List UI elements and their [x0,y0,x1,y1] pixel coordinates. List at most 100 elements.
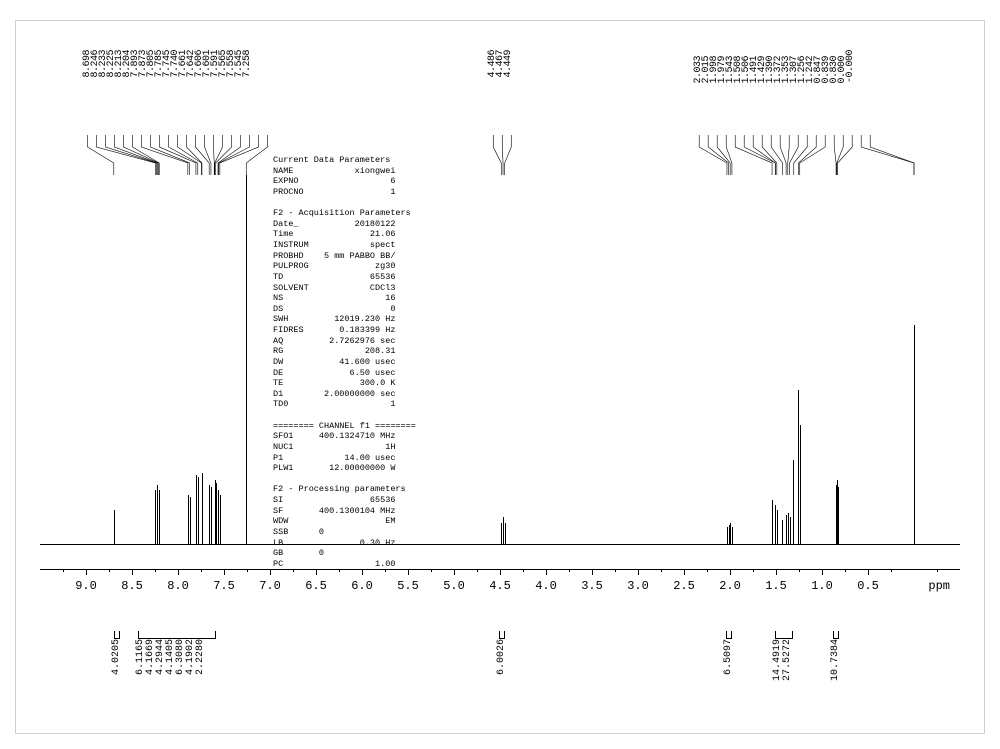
peak [793,460,794,545]
tick-label: 6.0 [351,579,373,593]
integral-label: 10.7384 [831,639,841,691]
minor-tick [799,569,800,572]
peak [790,517,791,545]
peak [218,490,219,545]
minor-tick [339,569,340,572]
tick [638,569,639,575]
tick-label: 1.0 [811,579,833,593]
tick [270,569,271,575]
minor-tick [431,569,432,572]
tick [730,569,731,575]
peak-label: -0.000 [846,50,856,83]
peak-label-group-1: 8.6988.2468.2338.2258.2138.2047.8937.873… [84,50,252,78]
peak [159,490,160,545]
tick-label: 7.0 [259,579,281,593]
tick-label: 5.0 [443,579,465,593]
peak [838,487,839,545]
tick-label: 8.0 [167,579,189,593]
minor-tick [293,569,294,572]
peak [772,500,773,545]
minor-tick [845,569,846,572]
minor-tick [615,569,616,572]
integral-bracket [114,631,120,639]
minor-tick [201,569,202,572]
minor-tick [707,569,708,572]
integral-label: 6.0026 [497,639,507,685]
tick-label: 2.5 [673,579,695,593]
minor-tick [109,569,110,572]
peak [727,527,728,545]
integral-label: 4.0205 [112,639,122,685]
peak [501,523,502,545]
tick [86,569,87,575]
parameters-panel: Current Data Parameters NAME xiongwei EX… [273,155,473,569]
peak [914,325,915,545]
peak-labels-region: 8.6988.2468.2338.2258.2138.2047.8937.873… [40,50,960,140]
integral-bracket [726,631,732,639]
spectrum-plot [40,175,960,545]
peak [196,475,197,545]
peak [202,473,203,545]
tick [776,569,777,575]
tick-label: 3.0 [627,579,649,593]
peak [188,495,189,545]
tick [408,569,409,575]
integral-label: 2.2280 [196,639,206,685]
tick-label: 5.5 [397,579,419,593]
tick [316,569,317,575]
tick [546,569,547,575]
tick-label: 9.0 [75,579,97,593]
minor-tick [477,569,478,572]
tick [178,569,179,575]
peak [782,520,783,545]
peak [157,485,158,545]
peak-label-group-3: 2.0332.0151.9981.9791.5431.5081.5061.491… [695,50,855,83]
tick-label: 7.5 [213,579,235,593]
integral-group: 10.7384 [831,639,841,691]
integral-group: 14.491927.5272 [773,639,793,691]
integral-group: 6.11654.16694.29444.14056.30804.19022.22… [136,639,206,685]
integral-bracket [499,631,505,639]
tick-label: 4.0 [535,579,557,593]
peak [209,485,210,545]
integral-label: 27.5272 [783,639,793,691]
minor-tick [523,569,524,572]
peak [216,483,217,545]
tick-label: 4.5 [489,579,511,593]
peak [190,497,191,545]
minor-tick [247,569,248,572]
peak [114,510,115,545]
peak [211,487,212,545]
tick [500,569,501,575]
minor-tick [661,569,662,572]
tick [454,569,455,575]
x-axis: 9.08.58.07.57.06.56.05.55.04.54.03.53.02… [40,569,960,599]
peak-label: 7.258 [243,50,253,78]
tick-label: 2.0 [719,579,741,593]
tick-label: 3.5 [581,579,603,593]
integral-label: 6.5097 [724,639,734,685]
tick [822,569,823,575]
peak-label-group-2: 4.4864.4674.449 [489,50,513,78]
peak-label: 4.449 [504,50,514,78]
minor-tick [891,569,892,572]
peak [786,515,787,545]
peak [788,513,789,545]
integral-group: 6.0026 [497,639,507,685]
tick [684,569,685,575]
integral-bracket [833,631,839,639]
minor-tick [63,569,64,572]
peak [503,517,504,545]
tick [868,569,869,575]
tick-label: 1.5 [765,579,787,593]
integral-bracket [775,631,793,639]
peak [246,175,247,545]
peak [220,495,221,545]
minor-tick [569,569,570,572]
tick [362,569,363,575]
integral-group: 4.0205 [112,639,122,685]
minor-tick [155,569,156,572]
tick-label: 0.5 [857,579,879,593]
peak [800,425,801,545]
tick [224,569,225,575]
